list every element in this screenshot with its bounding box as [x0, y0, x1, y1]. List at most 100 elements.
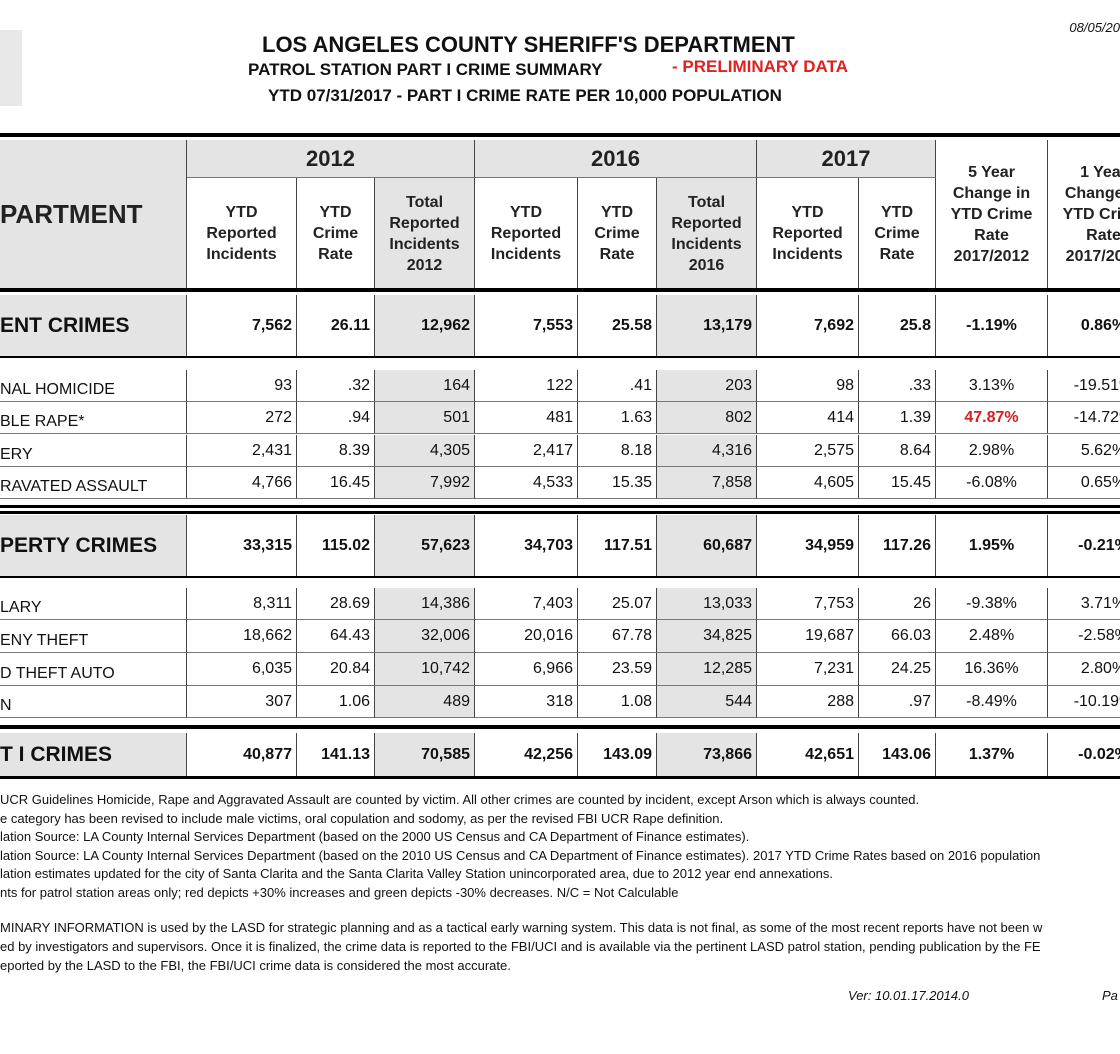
cell: 16.36%	[936, 653, 1048, 686]
row-label: LARY	[0, 588, 187, 620]
cell: 5.62%	[1048, 435, 1120, 467]
cell: 34,703	[475, 515, 578, 578]
footnote: lation Source: LA County Internal Servic…	[0, 847, 1041, 863]
cell: .94	[297, 402, 375, 434]
cell: 2,417	[475, 435, 578, 467]
cell: .32	[297, 370, 375, 402]
cell: 288	[757, 686, 859, 718]
cell: -0.21%	[1048, 515, 1120, 578]
cell: 42,256	[475, 733, 578, 778]
cell: 66.03	[859, 620, 936, 653]
cell: 1.63	[578, 402, 657, 434]
cell: 4,533	[475, 467, 578, 499]
cell: 70,585	[375, 733, 475, 778]
column-header: YTD Reported Incidents	[475, 178, 578, 290]
cell: 2,575	[757, 435, 859, 467]
cell: 272	[187, 402, 297, 434]
cell: 32,006	[375, 620, 475, 653]
cell: 15.45	[859, 467, 936, 499]
cell: 12,285	[657, 653, 757, 686]
cell: 19,687	[757, 620, 859, 653]
cell: 25.8	[859, 295, 936, 357]
cell: .97	[859, 686, 936, 718]
rule	[0, 511, 1120, 514]
cell: 164	[375, 370, 475, 402]
cell: 481	[475, 402, 578, 434]
footnote: lation estimates updated for the city of…	[0, 866, 834, 881]
notice: ed by investigators and supervisors. Onc…	[0, 939, 1041, 954]
logo	[0, 30, 22, 106]
cell: 1.06	[297, 686, 375, 718]
cell: 73,866	[657, 733, 757, 778]
notice: MINARY INFORMATION is used by the LASD f…	[0, 920, 1043, 935]
cell: 143.06	[859, 733, 936, 778]
row-label: D THEFT AUTO	[0, 653, 187, 686]
cell: 4,766	[187, 467, 297, 499]
subtitle: PATROL STATION PART I CRIME SUMMARY	[248, 60, 603, 79]
cell: 64.43	[297, 620, 375, 653]
column-header: YTD Reported Incidents	[757, 178, 859, 290]
cell: 1.39	[859, 402, 936, 434]
date: 08/05/20	[1069, 20, 1120, 35]
cell: 34,825	[657, 620, 757, 653]
cell: -9.38%	[936, 588, 1048, 620]
cell: 117.26	[859, 515, 936, 578]
cell: 7,553	[475, 295, 578, 357]
row-label: RAVATED ASSAULT	[0, 467, 187, 499]
cell: 115.02	[297, 515, 375, 578]
cell: 489	[375, 686, 475, 718]
version: Ver: 10.01.17.2014.0	[848, 988, 969, 1003]
row-label: ENY THEFT	[0, 620, 187, 653]
column-header: 5 Year Change in YTD Crime Rate 2017/201…	[936, 140, 1048, 290]
cell: 34,959	[757, 515, 859, 578]
year-header: 2012	[187, 140, 475, 178]
rule	[0, 288, 1120, 292]
cell: 26.11	[297, 295, 375, 357]
footnote: UCR Guidelines Homicide, Rape and Aggrav…	[0, 792, 920, 807]
cell: 8.18	[578, 435, 657, 467]
cell: 60,687	[657, 515, 757, 578]
cell: 4,316	[657, 435, 757, 467]
row-label: N	[0, 686, 187, 718]
cell: 7,403	[475, 588, 578, 620]
year-header: 2016	[475, 140, 757, 178]
cell: -6.08%	[936, 467, 1048, 499]
cell: -2.58%	[1048, 620, 1120, 653]
footnote: e category has been revised to include m…	[0, 810, 724, 826]
cell: 16.45	[297, 467, 375, 499]
cell: .33	[859, 370, 936, 402]
category-label: T I CRIMES	[0, 733, 187, 778]
cell: 4,605	[757, 467, 859, 499]
label-header: PARTMENT	[0, 140, 187, 290]
cell: 318	[475, 686, 578, 718]
cell: 8,311	[187, 588, 297, 620]
cell: 3.71%	[1048, 588, 1120, 620]
cell: 20,016	[475, 620, 578, 653]
cell: 13,179	[657, 295, 757, 357]
cell: 15.35	[578, 467, 657, 499]
cell: 1.95%	[936, 515, 1048, 578]
cell: 40,877	[187, 733, 297, 778]
cell: 7,992	[375, 467, 475, 499]
cell: 7,692	[757, 295, 859, 357]
cell: 2,431	[187, 435, 297, 467]
rule	[0, 576, 1120, 578]
category-label: ENT CRIMES	[0, 295, 187, 357]
cell: 7,231	[757, 653, 859, 686]
cell: 24.25	[859, 653, 936, 686]
column-header: Total Reported Incidents 2012	[375, 178, 475, 290]
column-header: YTD Crime Rate	[297, 178, 375, 290]
cell: 307	[187, 686, 297, 718]
rule	[0, 725, 1120, 729]
cell: 1.08	[578, 686, 657, 718]
cell: 3.13%	[936, 370, 1048, 402]
cell: 122	[475, 370, 578, 402]
cell: 12,962	[375, 295, 475, 357]
cell: 7,858	[657, 467, 757, 499]
cell: 143.09	[578, 733, 657, 778]
cell: 25.07	[578, 588, 657, 620]
cell: 2.80%	[1048, 653, 1120, 686]
column-header: 1 Year Change in YTD Crime Rate 2017/201…	[1048, 140, 1120, 290]
column-header: YTD Crime Rate	[859, 178, 936, 290]
cell: 2.98%	[936, 435, 1048, 467]
